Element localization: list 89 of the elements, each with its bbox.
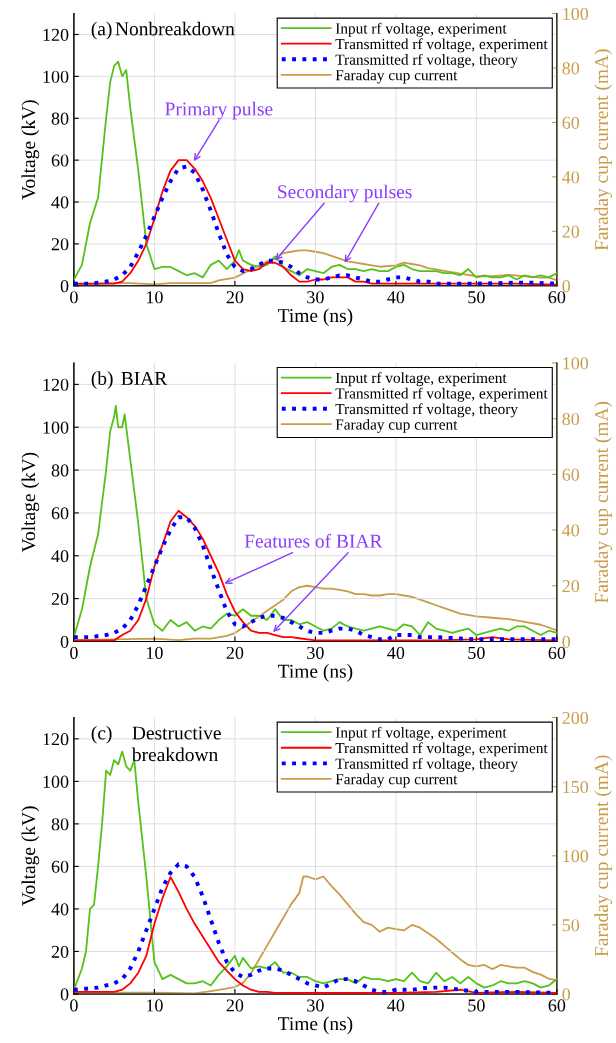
y-tick-label: 0 (60, 280, 69, 293)
y2-axis-title: Faraday cup current (mA) (594, 401, 613, 603)
x-tick-label: 30 (307, 646, 324, 660)
y-tick-label: 0 (60, 988, 69, 1001)
chart-subtitle: BIAR (121, 371, 168, 385)
y-tick-label: 20 (51, 238, 69, 251)
y-tick-label: 40 (51, 903, 69, 916)
y2-tick-label: 0 (562, 280, 571, 293)
annotation: Features of BIAR (244, 533, 383, 548)
y2-tick-label: 60 (562, 116, 580, 129)
x-tick-label: 40 (387, 999, 405, 1012)
y-tick-label: 20 (51, 592, 69, 606)
y2-axis-title: Faraday cup current (mA) (594, 755, 613, 957)
legend-label: Faraday cup current (335, 418, 458, 433)
annotation: Secondary pulses (278, 184, 412, 203)
y-axis-title: Voltage (kV) (21, 452, 40, 553)
y-tick-label: 60 (51, 154, 69, 167)
y2-tick-label: 200 (562, 711, 589, 725)
chart-title: (a) (91, 21, 112, 40)
y-axis-title: Voltage (kV) (21, 100, 40, 200)
legend-label: Transmitted rf voltage, theory (335, 403, 518, 418)
annotation: Primary pulse (165, 101, 273, 120)
y2-tick-label: 40 (562, 171, 580, 184)
y-tick-label: 80 (51, 818, 69, 831)
y-tick-label: 120 (43, 378, 69, 391)
x-tick-label: 40 (387, 646, 405, 660)
x-tick-label: 50 (468, 999, 485, 1012)
y2-tick-label: 80 (562, 62, 580, 75)
y2-tick-label: 80 (562, 412, 580, 426)
y2-tick-label: 20 (562, 225, 580, 238)
x-axis-title: Time (ns) (278, 1016, 353, 1035)
y-tick-label: 80 (51, 112, 69, 125)
x-tick-label: 20 (226, 291, 244, 304)
y2-tick-label: 40 (562, 524, 580, 537)
y2-tick-label: 0 (562, 988, 571, 1001)
y2-tick-label: 50 (562, 919, 580, 932)
legend-label: Transmitted rf voltage, experiment (335, 38, 548, 53)
y-tick-label: 60 (51, 860, 69, 873)
y2-tick-label: 0 (562, 635, 571, 648)
legend-label: Input rf voltage, experiment (335, 22, 507, 37)
x-tick-label: 50 (468, 291, 485, 304)
y2-tick-label: 20 (562, 580, 580, 593)
y-tick-label: 40 (51, 550, 69, 563)
chart-title: (b) (91, 371, 113, 389)
x-tick-label: 60 (548, 291, 566, 304)
x-tick-label: 0 (70, 291, 78, 304)
y-tick-label: 100 (43, 775, 69, 788)
x-axis-title: Time (ns) (278, 308, 353, 327)
legend-label: Input rf voltage, experiment (335, 372, 507, 387)
y2-tick-label: 100 (563, 357, 589, 370)
y-tick-label: 20 (51, 945, 69, 958)
x-tick-label: 10 (146, 646, 163, 660)
y2-tick-label: 60 (562, 468, 580, 481)
legend-label: Input rf voltage, experiment (335, 726, 507, 741)
y-tick-label: 60 (51, 507, 69, 520)
x-tick-label: 20 (226, 646, 244, 660)
x-tick-label: 60 (548, 999, 566, 1012)
x-tick-label: 50 (468, 646, 485, 660)
y2-tick-label: 150 (563, 780, 589, 794)
y-tick-label: 80 (51, 464, 69, 477)
x-tick-label: 40 (387, 291, 405, 304)
x-tick-label: 30 (307, 999, 324, 1012)
y2-axis-title: Faraday cup current (mA) (594, 49, 613, 251)
y-axis-title: Voltage (kV) (21, 806, 40, 906)
y2-tick-label: 100 (563, 850, 589, 863)
x-tick-label: 10 (146, 291, 163, 304)
legend-label: Transmitted rf voltage, theory (335, 53, 518, 68)
legend-label: Faraday cup current (335, 773, 458, 788)
legend-label: Transmitted rf voltage, theory (335, 757, 518, 772)
legend-label: Transmitted rf voltage, experiment (335, 742, 548, 757)
x-axis-title: Time (ns) (278, 664, 353, 682)
text: Destructive breakdown (131, 726, 221, 762)
x-tick-label: 20 (226, 999, 244, 1012)
legend-label: Transmitted rf voltage, experiment (335, 387, 548, 402)
chart-subtitle: Nonbreakdown (115, 21, 235, 36)
x-tick-label: 10 (146, 999, 163, 1012)
y-tick-label: 120 (43, 28, 69, 41)
y-tick-label: 100 (43, 421, 69, 434)
legend-label: Faraday cup current (335, 69, 458, 84)
y-tick-label: 100 (43, 70, 69, 83)
x-tick-label: 60 (548, 646, 566, 660)
x-tick-label: 0 (70, 646, 78, 660)
y2-tick-label: 100 (563, 7, 589, 20)
y-tick-label: 0 (60, 635, 69, 648)
x-tick-label: 0 (70, 999, 78, 1012)
chart-title: (c) (91, 725, 112, 744)
y-tick-label: 40 (51, 196, 69, 209)
x-tick-label: 30 (307, 291, 324, 304)
y-tick-label: 120 (43, 733, 69, 746)
